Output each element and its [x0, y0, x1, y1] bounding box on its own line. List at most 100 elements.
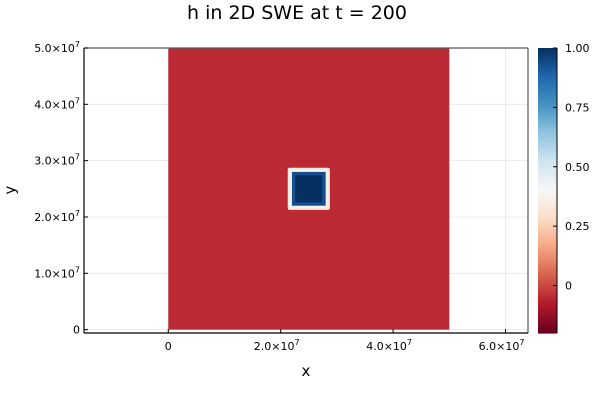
colorbar-band: [538, 78, 557, 82]
colorbar-band: [538, 316, 557, 320]
colorbar-band: [538, 200, 557, 203]
colorbar-band: [538, 197, 557, 201]
colorbar-band: [538, 121, 557, 125]
colorbar-band: [538, 290, 557, 294]
colorbar-band: [538, 166, 557, 170]
colorbar-band: [538, 209, 557, 213]
colorbar-band: [538, 235, 557, 239]
colorbar-band: [538, 299, 557, 303]
colorbar-band: [538, 159, 557, 163]
colorbar-band: [538, 309, 557, 313]
colorbar-band: [538, 90, 557, 94]
y-axis-label: y: [1, 185, 19, 194]
colorbar-band: [538, 71, 557, 75]
colorbar-band: [538, 247, 557, 251]
colorbar-band: [538, 59, 557, 63]
colorbar-band: [538, 304, 557, 308]
colorbar-band: [538, 154, 557, 158]
colorbar-band: [538, 169, 557, 173]
colorbar: 0 0.25 0.50 0.75 1.00: [538, 42, 590, 334]
y-tick-label: 5.0×107: [34, 40, 80, 55]
y-tick-label: 4.0×107: [34, 96, 80, 111]
colorbar-band: [538, 114, 557, 118]
colorbar-band: [538, 124, 557, 127]
colorbar-band: [538, 109, 557, 113]
colorbar-band: [538, 238, 557, 241]
colorbar-band: [538, 140, 557, 144]
colorbar-band: [538, 273, 557, 277]
colorbar-band: [538, 178, 557, 182]
colorbar-band: [538, 287, 557, 291]
colorbar-band: [538, 314, 557, 317]
colorbar-band: [538, 226, 557, 230]
colorbar-band: [538, 271, 557, 275]
colorbar-band: [538, 311, 557, 315]
colorbar-band: [538, 216, 557, 220]
colorbar-band: [538, 95, 557, 99]
colorbar-band: [538, 195, 557, 199]
colorbar-band: [538, 285, 557, 289]
colorbar-band: [538, 325, 557, 329]
colorbar-band: [538, 261, 557, 265]
y-tick-label: 0: [73, 324, 80, 337]
colorbar-band: [538, 204, 557, 208]
colorbar-band: [538, 164, 557, 168]
colorbar-band: [538, 192, 557, 196]
colorbar-band: [538, 280, 557, 284]
colorbar-band: [538, 207, 557, 211]
colorbar-band: [538, 306, 557, 310]
colorbar-band: [538, 249, 557, 253]
colorbar-band: [538, 219, 557, 222]
colorbar-tick-label: 0.50: [565, 161, 590, 174]
colorbar-band: [538, 330, 557, 334]
colorbar-band: [538, 328, 557, 332]
colorbar-band: [538, 242, 557, 246]
colorbar-band: [538, 116, 557, 120]
colorbar-band: [538, 50, 557, 54]
colorbar-band: [538, 67, 557, 70]
pulse-core: [295, 175, 323, 203]
y-tick-label: 3.0×107: [34, 153, 80, 168]
colorbar-band: [538, 233, 557, 237]
colorbar-band: [538, 278, 557, 282]
x-tick-label: 4.0×107: [366, 338, 412, 353]
colorbar-tick-label: 1.00: [565, 42, 590, 55]
colorbar-band: [538, 297, 557, 301]
colorbar-band: [538, 211, 557, 215]
colorbar-band: [538, 135, 557, 139]
colorbar-band: [538, 52, 557, 56]
colorbar-band: [538, 173, 557, 177]
colorbar-band: [538, 112, 557, 116]
colorbar-band: [538, 318, 557, 322]
colorbar-band: [538, 57, 557, 61]
colorbar-band: [538, 245, 557, 249]
colorbar-band: [538, 302, 557, 306]
colorbar-band: [538, 128, 557, 132]
colorbar-band: [538, 88, 557, 92]
colorbar-band: [538, 81, 557, 85]
colorbar-band: [538, 176, 557, 180]
colorbar-band: [538, 223, 557, 227]
colorbar-band: [538, 119, 557, 123]
plot-area: 0 2.0×107 4.0×107 6.0×107 0 1.0×107 2.0×107 3.0…: [34, 40, 529, 353]
y-tick-label: 2.0×107: [34, 209, 80, 224]
colorbar-band: [538, 102, 557, 106]
colorbar-band: [538, 69, 557, 73]
colorbar-band: [538, 254, 557, 258]
colorbar-tick-label: 0.75: [565, 101, 590, 114]
colorbar-band: [538, 107, 557, 111]
colorbar-band: [538, 93, 557, 97]
colorbar-band: [538, 83, 557, 87]
colorbar-band: [538, 86, 557, 89]
colorbar-band: [538, 145, 557, 149]
colorbar-band: [538, 183, 557, 187]
colorbar-band: [538, 264, 557, 268]
colorbar-tick-label: 0.25: [565, 220, 590, 233]
chart-title: h in 2D SWE at t = 200: [187, 2, 407, 24]
colorbar-band: [538, 171, 557, 175]
colorbar-band: [538, 157, 557, 161]
colorbar-band: [538, 240, 557, 244]
colorbar-band: [538, 64, 557, 68]
